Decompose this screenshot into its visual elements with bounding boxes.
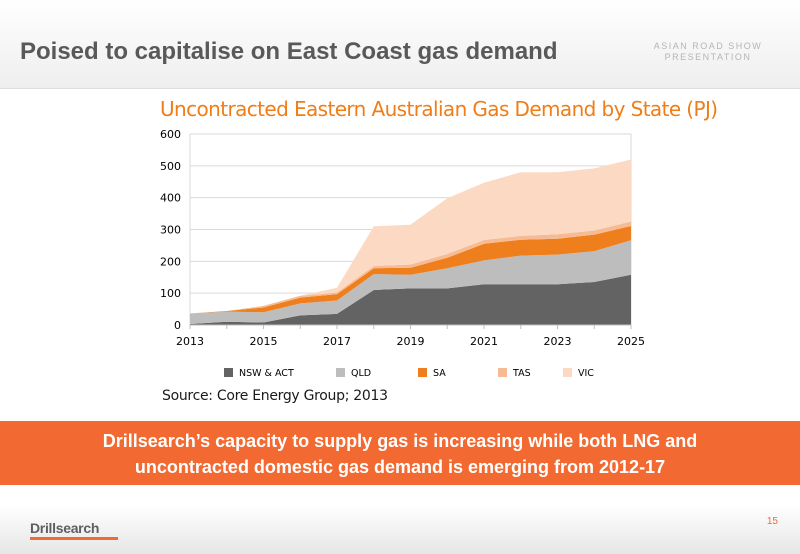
y-tick-label: 300 bbox=[160, 224, 181, 237]
area-nsw-act bbox=[190, 274, 631, 325]
legend-label: NSW & ACT bbox=[239, 368, 294, 379]
slide-header bbox=[0, 0, 800, 89]
stacked-area-chart: 0 100 200 300 400 500 600 2013 2015 2017 2019 2021 2… bbox=[160, 128, 645, 379]
y-tick-label: 200 bbox=[160, 255, 181, 268]
legend-label: SA bbox=[433, 368, 446, 379]
x-tick-label: 2019 bbox=[397, 335, 425, 348]
x-tick-label: 2025 bbox=[617, 335, 645, 348]
y-tick-label: 600 bbox=[160, 128, 181, 141]
area-sa bbox=[190, 226, 631, 314]
roadshow-line-2: PRESENTATION bbox=[664, 52, 752, 62]
legend-label: QLD bbox=[351, 368, 371, 379]
y-tick-label: 0 bbox=[174, 319, 181, 332]
x-tick-label: 2023 bbox=[544, 335, 572, 348]
y-tick-label: 400 bbox=[160, 192, 181, 205]
area-series bbox=[190, 159, 631, 325]
area-tas bbox=[190, 221, 631, 314]
chart-source: Source: Core Energy Group; 2013 bbox=[162, 388, 388, 404]
x-tick-label: 2017 bbox=[323, 335, 351, 348]
axes: 0 100 200 300 400 500 600 2013 2015 2017 2019 2021 2… bbox=[160, 128, 645, 348]
drillsearch-logo: Drillsearch bbox=[30, 520, 100, 536]
roadshow-line-1: ASIAN ROAD SHOW bbox=[653, 41, 763, 51]
y-tick-label: 500 bbox=[160, 160, 181, 173]
banner-text: Drillsearch’s capacity to supply gas is … bbox=[0, 428, 800, 480]
legend-swatch bbox=[498, 368, 507, 377]
legend-label: VIC bbox=[578, 368, 594, 379]
highlight-banner bbox=[0, 421, 800, 485]
banner-line-1: Drillsearch’s capacity to supply gas is … bbox=[102, 431, 698, 451]
y-tick-label: 100 bbox=[160, 287, 181, 300]
legend-swatch bbox=[418, 368, 427, 377]
logo-underline bbox=[30, 537, 118, 540]
legend-swatch bbox=[224, 368, 233, 377]
banner-line-2: uncontracted domestic gas demand is emer… bbox=[134, 457, 666, 477]
legend-label: TAS bbox=[512, 368, 531, 379]
legend: NSW & ACT QLD SA TAS VIC bbox=[224, 368, 594, 379]
x-tick-label: 2021 bbox=[470, 335, 498, 348]
page-number: 15 bbox=[766, 516, 778, 527]
legend-swatch bbox=[336, 368, 345, 377]
slide-title: Poised to capitalise on East Coast gas d… bbox=[20, 38, 558, 65]
slide-footer bbox=[0, 505, 800, 554]
x-tick-label: 2013 bbox=[176, 335, 204, 348]
roadshow-label: ASIAN ROAD SHOW PRESENTATION bbox=[638, 41, 778, 63]
chart-title: Uncontracted Eastern Australian Gas Dema… bbox=[160, 97, 718, 121]
area-qld bbox=[190, 240, 631, 324]
area-vic bbox=[190, 159, 631, 314]
legend-swatch bbox=[563, 368, 572, 377]
x-tick-label: 2015 bbox=[250, 335, 278, 348]
